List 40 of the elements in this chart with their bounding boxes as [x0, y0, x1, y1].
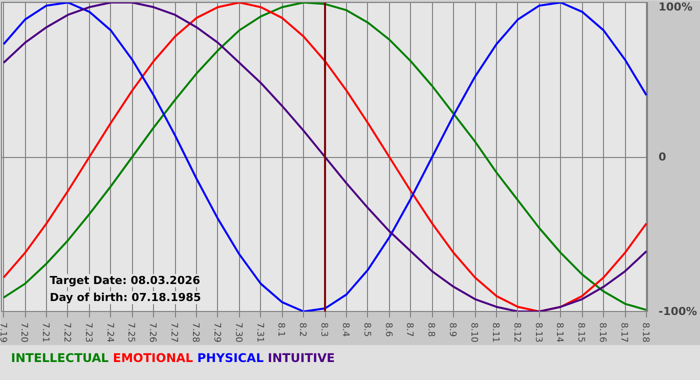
text: PHYSICAL [197, 351, 264, 365]
x-tick-label: 7.20 [18, 322, 29, 343]
text: INTUITIVE [268, 351, 335, 365]
x-tick-label: 8.10 [468, 322, 479, 343]
x-tick-label: 8.1 [276, 322, 286, 337]
x-tick-label: 8.15 [576, 322, 586, 343]
annotation: Day of birth: 07.18.1985 [50, 291, 202, 304]
x-tick-label: 7.28 [190, 322, 200, 343]
x-tick-label: 7.26 [147, 322, 158, 343]
x-tick-label: 7.25 [126, 322, 136, 343]
y-tick-label: 100% [658, 0, 692, 14]
y-tick-label: 0 [658, 150, 666, 164]
y-tick-label: -100% [658, 305, 698, 318]
x-tick-label: 7.30 [232, 322, 243, 343]
x-tick-label: 7.22 [61, 322, 72, 343]
x-tick-label: 8.8 [426, 322, 436, 338]
x-tick-label: 8.11 [490, 322, 500, 343]
x-tick-label: 7.27 [168, 322, 179, 343]
x-tick-label: 8.6 [382, 322, 393, 338]
x-tick-label: 8.2 [297, 322, 308, 337]
x-tick-label: 8.4 [340, 322, 350, 338]
text: INTELLECTUAL [11, 351, 109, 365]
x-tick-label: 8.17 [618, 322, 629, 343]
text: EMOTIONAL [112, 351, 194, 365]
x-tick-label: 8.16 [597, 322, 608, 343]
x-tick-label: 8.9 [447, 322, 458, 338]
x-tick-label: 8.13 [532, 322, 543, 343]
x-tick-label: 8.18 [640, 322, 650, 343]
annotation: Target Date: 08.03.2026 [50, 274, 200, 288]
x-tick-label: 8.3 [318, 322, 329, 337]
x-tick-label: 7.31 [254, 322, 264, 343]
x-tick-label: 8.5 [361, 322, 372, 337]
x-tick-label: 7.29 [211, 322, 222, 343]
x-tick-label: 7.21 [40, 322, 50, 343]
x-tick-label: 8.14 [554, 322, 564, 343]
x-tick-label: 8.12 [511, 322, 522, 343]
x-tick-label: 8.7 [404, 322, 414, 337]
x-tick-label: 7.24 [104, 322, 114, 343]
x-tick-label: 7.19 [0, 322, 8, 343]
x-tick-label: 7.23 [82, 322, 93, 343]
